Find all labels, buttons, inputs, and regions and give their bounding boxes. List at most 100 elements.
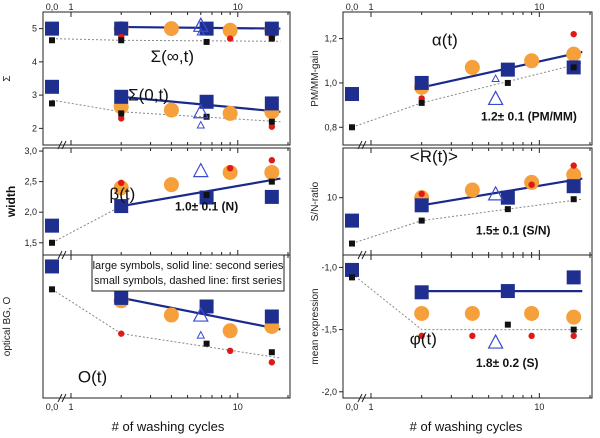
beta-small-circle-point [118,179,125,187]
phi-large-triangle-point [487,333,504,349]
phi-small-circle-point [418,332,425,340]
optical-large-square-point [199,299,214,314]
sigma-top-tick-label: 10 [233,2,243,12]
sigma-large-square-point [45,21,59,36]
optical-series-label: O(t) [78,367,107,386]
optical-small-square-point [268,349,275,356]
x-axis-label-right: # of washing cycles [410,419,523,434]
beta-large-square-point [45,218,59,233]
rt-small-square-point [504,206,511,213]
rt-frame [342,147,593,256]
optical-solid-fit-line [120,296,281,331]
sigma-small-triangle-point [196,120,206,129]
beta-plot-area [45,157,281,246]
alpha-small-square-point [504,79,511,86]
optical-large-circle-point [163,307,179,323]
legend-line-2: small symbols, dashed line: first series [94,275,282,287]
rt-small-circle-point [528,181,535,188]
phi-large-square-point [414,285,429,300]
phi-frame [342,254,593,399]
sigma-small-circle-point [226,35,234,42]
optical-large-circle-point [222,323,238,339]
sigma-ytick-label: 4 [32,57,37,67]
sigma-small-square-point [268,118,275,125]
rt-large-square-point [345,213,359,228]
optical-large-square-point [264,309,279,324]
panels-layer: 2 3 4 5 0,0 1 10 Σ Σ(∞,t) Σ(0,t) 0,8 1,0 1,2 0,0 1 10 PM… [2,2,593,412]
phi-small-square-point [349,274,355,281]
sigma-dashed-fit-line [51,38,281,42]
phi-large-circle-point [524,305,540,321]
optical-plot-area [45,259,281,366]
optical-axis-break-mark [57,393,63,403]
beta-large-square-point [114,199,129,214]
legend-line-1: large symbols, solid line: second series [93,260,284,272]
sigma-series-label: Σ(0,t) [128,85,169,104]
optical-large-square-point [45,259,59,274]
phi-axis-break-mark [361,393,367,403]
optical-bottom-tick-label: 10 [233,402,243,412]
rt-y-axis-label: S/N-ratio [310,181,321,221]
alpha-frame [342,11,593,146]
alpha-ytick-label: 1,2 [324,34,337,44]
rt-small-square-point [418,217,425,224]
beta-large-circle-point [222,164,238,180]
sigma-small-circle-point [118,115,125,122]
sigma-y-axis-label: Σ [2,75,13,81]
optical-large-triangle-point [192,306,209,322]
panel-optical: 0,0 1 10 optical BG, O O(t) [2,254,291,412]
phi-small-square-point [570,326,577,333]
sigma-small-square-point [118,37,125,44]
sigma-small-square-point [49,37,55,44]
beta-frame [42,147,291,256]
optical-small-circle-point [118,330,125,337]
sigma-large-square-point [199,94,214,109]
alpha-series-label: α(t) [432,30,458,49]
sigma-frame [42,11,291,146]
panel-alpha: 0,8 1,0 1,2 0,0 1 10 PM/MM-gain α(t) 1.2± 0.1 (P… [310,2,593,150]
sigma-large-circle-point [163,21,179,37]
panel-rt: 10 S/N-ratio <R(t)> 1.5± 0.1 (S/N) [310,147,593,260]
sigma-large-triangle-point [192,17,209,32]
legend-box: large symbols, solid line: second series… [91,254,285,292]
sigma-small-square-point [118,110,125,117]
phi-axis-break-mark [357,393,363,403]
beta-small-square-point [268,178,275,185]
phi-large-circle-point [464,305,480,321]
alpha-top-tick-label: 1 [368,2,373,12]
sigma-large-square-point [45,79,59,94]
alpha-large-square-point [500,62,515,77]
alpha-small-square-point [349,124,355,131]
optical-small-circle-point [226,347,234,355]
alpha-y-axis-label: PM/MM-gain [310,50,321,107]
panel-sigma: 2 3 4 5 0,0 1 10 Σ Σ(∞,t) Σ(0,t) [2,2,291,150]
phi-dashed-fit-line [351,273,583,331]
alpha-plot-area [345,30,583,131]
phi-large-square-point [500,284,515,299]
sigma-large-square-point [264,96,279,111]
phi-large-square-point [345,262,359,277]
alpha-small-square-point [418,99,425,106]
phi-small-circle-point [528,332,535,340]
alpha-top-tick-label: 0,0 [346,2,359,12]
beta-large-square-point [264,189,279,204]
alpha-large-square-point [345,87,359,102]
phi-series-label: φ(t) [410,330,437,349]
beta-small-circle-point [226,164,234,172]
sigma-small-square-point [49,100,55,107]
beta-large-circle-point [113,180,129,196]
phi-ytick-label: -2,0 [321,387,337,397]
beta-small-square-point [203,192,210,199]
sigma-small-square-point [203,38,210,45]
phi-bottom-tick-label: 0,0 [346,402,359,412]
rt-small-circle-point [418,190,425,198]
alpha-small-circle-point [570,30,577,38]
panel-beta: 1,5 2,0 2,5 3,0 width β(t) 1.0± 0.1 (N) [4,146,291,260]
sigma-top-tick-label: 1 [68,2,73,12]
rt-large-triangle-point [487,185,504,201]
beta-large-circle-point [264,164,280,180]
sigma-ytick-label: 3 [32,90,37,100]
sigma-top-tick-label: 0,0 [46,2,59,12]
sigma-small-square-point [268,35,275,42]
